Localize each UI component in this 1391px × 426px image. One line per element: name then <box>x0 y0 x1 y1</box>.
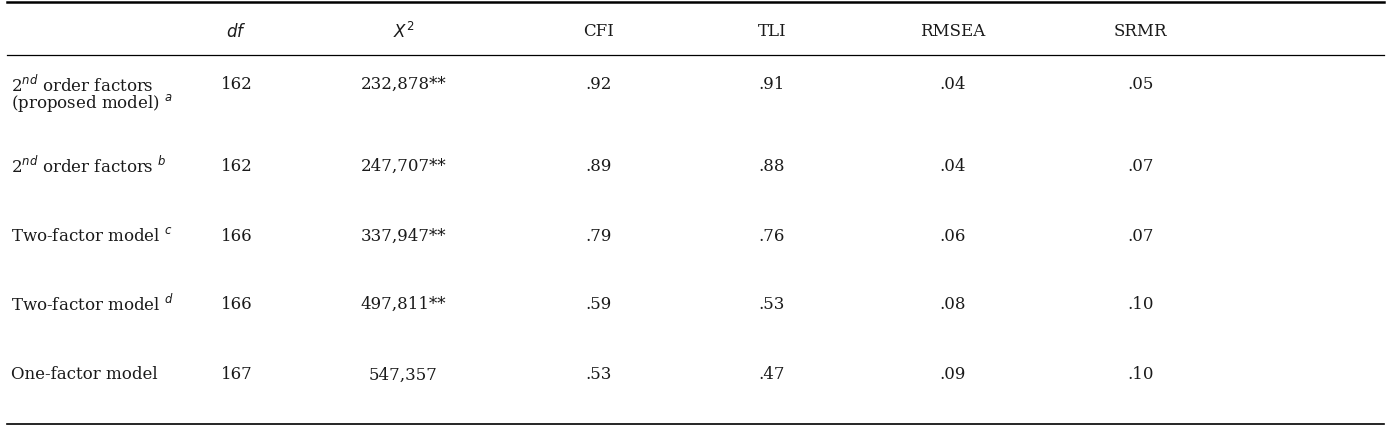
Text: 497,811**: 497,811** <box>360 296 447 313</box>
Text: .53: .53 <box>586 366 611 383</box>
Text: .53: .53 <box>759 296 785 313</box>
Text: 247,707**: 247,707** <box>360 158 447 175</box>
Text: 547,357: 547,357 <box>369 366 438 383</box>
Text: .04: .04 <box>939 158 967 175</box>
Text: .47: .47 <box>758 366 786 383</box>
Text: 162: 162 <box>221 76 252 93</box>
Text: Two-factor model $^{c}$: Two-factor model $^{c}$ <box>11 227 172 245</box>
Text: .10: .10 <box>1127 296 1155 313</box>
Text: $X^2$: $X^2$ <box>392 22 415 42</box>
Text: 2$^{nd}$ order factors: 2$^{nd}$ order factors <box>11 74 154 95</box>
Text: 162: 162 <box>221 158 252 175</box>
Text: (proposed model) $^{a}$: (proposed model) $^{a}$ <box>11 92 172 114</box>
Text: 337,947**: 337,947** <box>360 228 447 245</box>
Text: TLI: TLI <box>758 23 786 40</box>
Text: .91: .91 <box>759 76 785 93</box>
Text: $df$: $df$ <box>227 23 246 41</box>
Text: .06: .06 <box>940 228 965 245</box>
Text: .04: .04 <box>939 76 967 93</box>
Text: One-factor model: One-factor model <box>11 366 157 383</box>
Text: .79: .79 <box>586 228 611 245</box>
Text: SRMR: SRMR <box>1114 23 1167 40</box>
Text: .59: .59 <box>586 296 611 313</box>
Text: .07: .07 <box>1127 228 1155 245</box>
Text: CFI: CFI <box>583 23 613 40</box>
Text: .88: .88 <box>758 158 786 175</box>
Text: .07: .07 <box>1127 158 1155 175</box>
Text: 167: 167 <box>221 366 252 383</box>
Text: 2$^{nd}$ order factors $^{b}$: 2$^{nd}$ order factors $^{b}$ <box>11 155 167 177</box>
Text: 166: 166 <box>221 296 252 313</box>
Text: .89: .89 <box>586 158 611 175</box>
Text: .05: .05 <box>1128 76 1153 93</box>
Text: .92: .92 <box>586 76 611 93</box>
Text: 232,878**: 232,878** <box>360 76 447 93</box>
Text: .10: .10 <box>1127 366 1155 383</box>
Text: 166: 166 <box>221 228 252 245</box>
Text: Two-factor model $^{d}$: Two-factor model $^{d}$ <box>11 294 174 315</box>
Text: .76: .76 <box>759 228 785 245</box>
Text: .08: .08 <box>939 296 967 313</box>
Text: .09: .09 <box>940 366 965 383</box>
Text: RMSEA: RMSEA <box>921 23 985 40</box>
